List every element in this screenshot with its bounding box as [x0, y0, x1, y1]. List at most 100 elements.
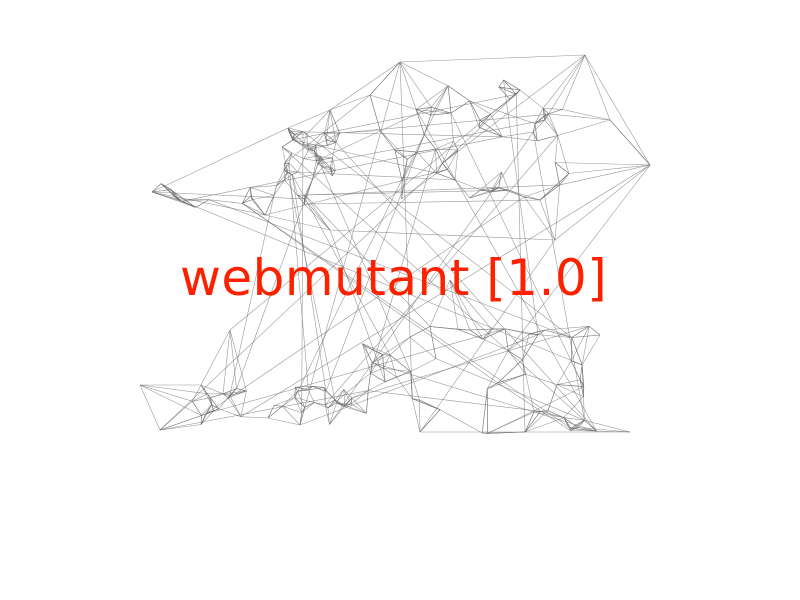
wireframe-edge [533, 131, 585, 421]
wireframe-edge [581, 326, 590, 365]
wireframe-edge [519, 89, 544, 109]
wireframe-edge [299, 412, 302, 426]
wireframe-edge [487, 373, 526, 390]
wireframe-edge [160, 183, 172, 190]
wireframe-edge [339, 114, 546, 134]
wireframe-edge [139, 384, 161, 431]
wireframe-edge [383, 368, 397, 378]
wireframe-edge [335, 142, 597, 432]
wireframe-edge [584, 420, 597, 432]
wireframe-edge [490, 171, 502, 192]
wireframe-edge [498, 79, 504, 88]
wireframe-edge [316, 106, 432, 162]
wireframe-edge [242, 203, 498, 384]
wireframe-edge [498, 187, 525, 198]
wireframe-edge [415, 109, 597, 432]
wireframe-edge [479, 119, 503, 138]
wireframe-edge [329, 94, 371, 111]
wireframe-edge [571, 326, 590, 338]
wireframe-edge [429, 279, 451, 327]
wireframe-edge [583, 396, 585, 421]
wireframe-edge [205, 328, 506, 415]
wireframe-edge [490, 99, 511, 115]
wireframe-edge [294, 85, 449, 398]
wireframe-edge [297, 389, 309, 392]
wireframe-edge [151, 191, 266, 216]
wireframe-edge [292, 171, 299, 175]
wireframe-edge [326, 140, 328, 146]
wireframe-edge [343, 389, 353, 399]
wireframe-edge [450, 113, 454, 142]
wireframe-edge [507, 350, 526, 375]
wireframe-edge [151, 183, 162, 193]
wireframe-edge [412, 398, 441, 410]
wireframe-edge [478, 127, 503, 138]
wireframe-edge [344, 403, 352, 406]
wireframe-edge [343, 389, 346, 406]
wireframe-edge [282, 405, 302, 413]
wireframe-edge [524, 411, 535, 433]
wireframe-edge [416, 151, 437, 174]
wireframe-edge [480, 189, 492, 193]
wireframe-edge [548, 113, 558, 136]
wireframe-edge [201, 404, 212, 416]
wireframe-edge [302, 144, 309, 150]
wireframe-edge [288, 131, 503, 138]
wireframe-edge [577, 420, 585, 428]
wireframe-edge [159, 99, 511, 431]
wireframe-edge [210, 397, 220, 410]
wireframe-edge [251, 199, 266, 216]
wireframe-edge [314, 402, 326, 406]
wireframe-edge [294, 131, 304, 135]
wireframe-edge [286, 162, 290, 173]
wireframe-edge [435, 148, 443, 164]
wireframe-edge [372, 362, 384, 369]
wireframe-edge [288, 162, 309, 390]
wireframe-edge [563, 417, 585, 421]
wireframe-edge [264, 195, 275, 216]
wireframe-edge [267, 417, 301, 426]
wireframe-edge [242, 203, 266, 216]
wireframe-edge [447, 149, 459, 170]
wireframe-edge [291, 152, 305, 159]
wireframe-edge [543, 108, 563, 110]
wireframe-edge [229, 329, 237, 389]
wireframe-edge [335, 132, 340, 143]
wireframe-edge [449, 279, 459, 330]
wireframe-edge [192, 393, 208, 402]
wireframe-edge [372, 354, 391, 363]
wireframe-edge [307, 144, 317, 148]
wireframe-edge [447, 85, 470, 102]
wireframe-edge [537, 329, 546, 335]
wireframe-edge [200, 384, 224, 395]
wireframe-edge [469, 100, 480, 128]
wireframe-edge [571, 334, 601, 338]
wireframe-edge [469, 329, 483, 340]
wireframe-edge [308, 149, 315, 152]
wireframe-edge [554, 184, 560, 241]
wireframe-edge [482, 338, 509, 351]
wireframe-edge [200, 413, 206, 425]
wireframe-edge [308, 147, 317, 150]
wireframe-edge [362, 343, 366, 347]
wireframe-edge [315, 144, 328, 146]
wireframe-edge [481, 388, 488, 434]
wireframe-edge [181, 201, 196, 208]
wireframe-edge [329, 229, 556, 241]
wireframe-edge [304, 189, 509, 196]
wireframe-edge [524, 411, 541, 433]
wireframe-edge [322, 166, 332, 172]
wireframe-edge [329, 61, 401, 111]
wireframe-edge [295, 386, 313, 388]
wireframe-edge [429, 326, 471, 331]
wireframe-edge [229, 329, 247, 392]
wireframe-edge [544, 326, 590, 331]
wireframe-edge [288, 153, 293, 163]
wireframe-edge [370, 368, 384, 374]
wireframe-edge [303, 158, 317, 162]
wireframe-edge [222, 390, 247, 395]
wireframe-edge [570, 337, 572, 362]
wireframe-edge [344, 397, 353, 406]
wireframe-edge [449, 279, 492, 330]
wireframe-edge [368, 390, 541, 412]
